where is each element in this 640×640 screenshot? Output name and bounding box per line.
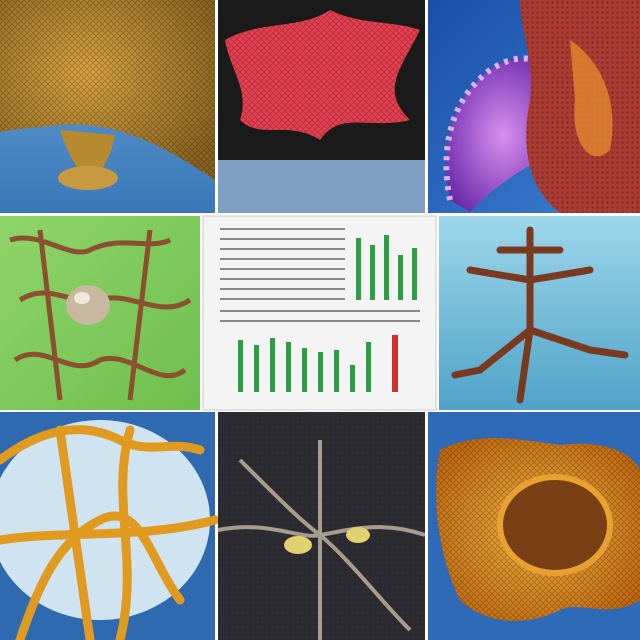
panel-mid-left: [0, 216, 200, 410]
panel-mid-right: [439, 216, 640, 410]
panel-top-right: [428, 0, 640, 213]
panel-bottom-left: [0, 412, 220, 640]
panel-top-left: [0, 0, 215, 213]
panel-top-middle: [218, 0, 425, 213]
panel-bottom-middle: [217, 412, 426, 640]
panel-mid-center: [202, 215, 437, 445]
panel-bottom-right: [428, 412, 640, 640]
